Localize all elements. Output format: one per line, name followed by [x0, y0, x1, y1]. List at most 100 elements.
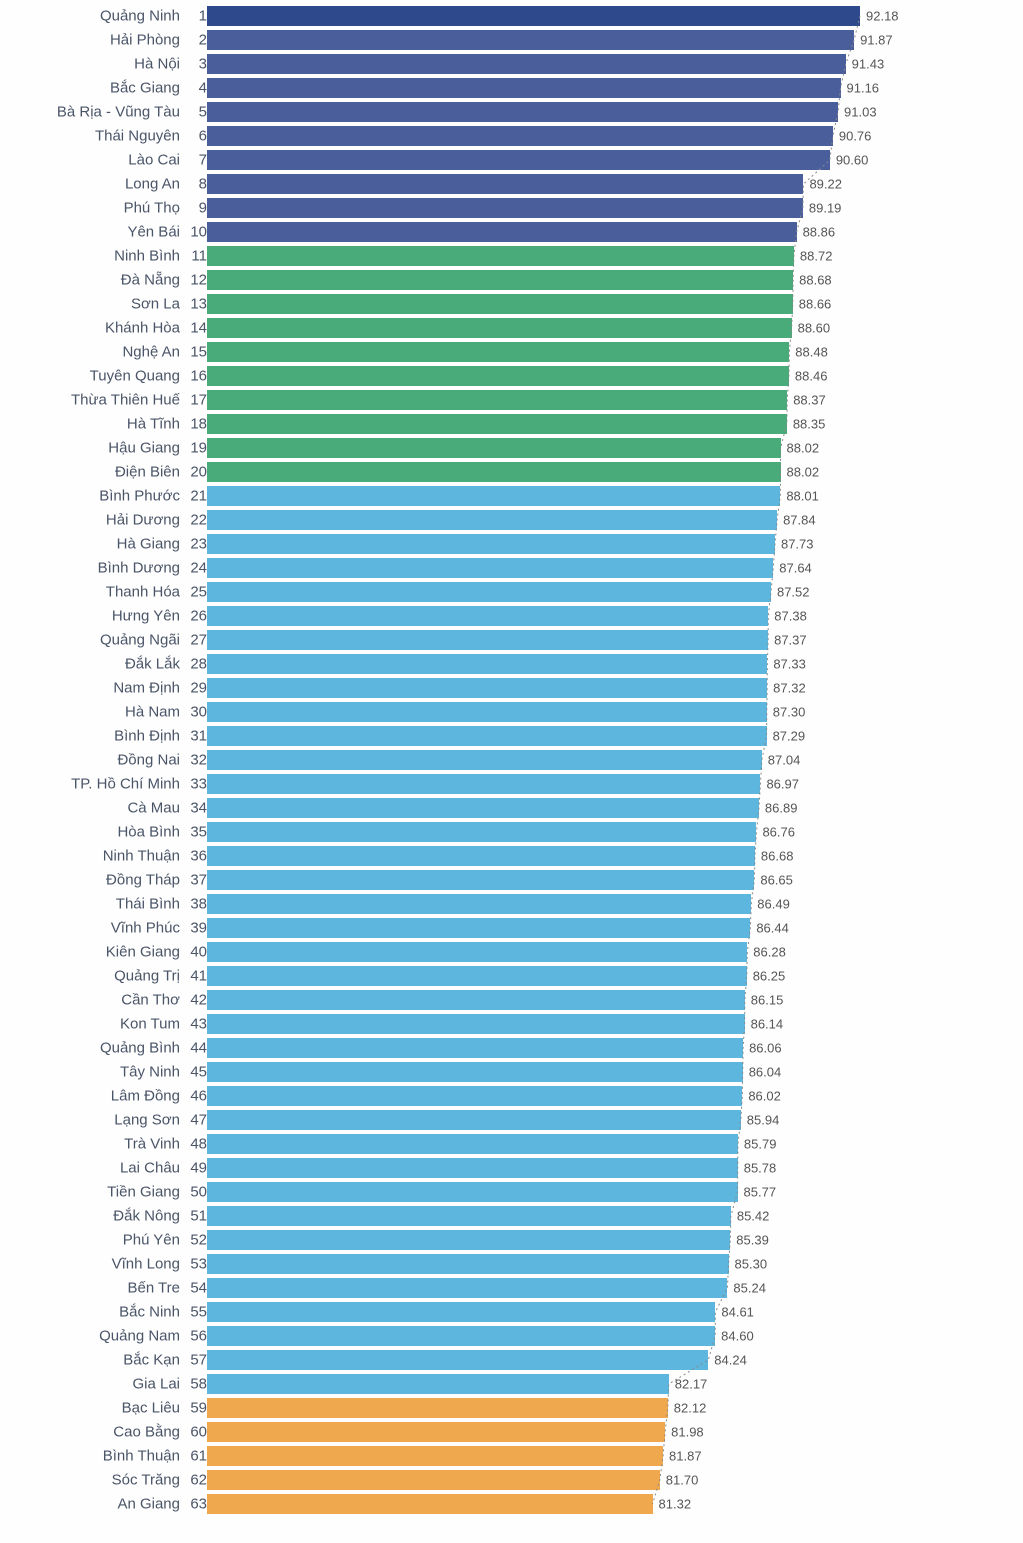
chart-row: Sóc Trăng6281.70 — [0, 1468, 1023, 1492]
chart-row: Thừa Thiên Huế1788.37 — [0, 388, 1023, 412]
chart-row: Hà Tĩnh1888.35 — [0, 412, 1023, 436]
row-value: 84.61 — [721, 1305, 754, 1320]
row-bar — [207, 702, 767, 722]
row-value: 82.12 — [674, 1401, 707, 1416]
row-rank: 57 — [190, 1352, 207, 1369]
row-rank: 48 — [190, 1136, 207, 1153]
row-rank: 16 — [190, 368, 207, 385]
row-bar — [207, 1158, 738, 1178]
row-value: 81.32 — [659, 1497, 692, 1512]
row-rank: 9 — [199, 200, 207, 217]
row-rank: 53 — [190, 1256, 207, 1273]
row-bar — [207, 1038, 743, 1058]
row-bar — [207, 1446, 663, 1466]
row-rank: 47 — [190, 1112, 207, 1129]
chart-row: Hậu Giang1988.02 — [0, 436, 1023, 460]
chart-row: Phú Thọ 9 89.19 — [0, 196, 1023, 220]
row-value: 87.37 — [774, 633, 807, 648]
row-bar — [207, 174, 803, 194]
row-label: Thừa Thiên Huế — [71, 392, 180, 409]
row-value: 87.30 — [773, 705, 806, 720]
row-bar — [207, 342, 789, 362]
row-value: 86.25 — [753, 969, 786, 984]
chart-row: Hà Giang2387.73 — [0, 532, 1023, 556]
row-bar — [207, 942, 747, 962]
row-rank: 42 — [190, 992, 207, 1009]
row-bar — [207, 1350, 708, 1370]
row-rank: 59 — [190, 1400, 207, 1417]
chart-row: Hà Nội391.43 — [0, 52, 1023, 76]
chart-row: Bình Dương2487.64 — [0, 556, 1023, 580]
row-bar — [207, 606, 768, 626]
row-rank: 21 — [190, 488, 207, 505]
row-bar — [207, 222, 797, 242]
chart-row: Quảng Bình4486.06 — [0, 1036, 1023, 1060]
row-bar — [207, 1110, 741, 1130]
row-bar — [207, 1422, 665, 1442]
row-label: Hà Nam — [125, 704, 180, 721]
row-bar — [207, 1206, 731, 1226]
row-label: Hà Giang — [117, 536, 180, 553]
chart-row: Thái Bình3886.49 — [0, 892, 1023, 916]
chart-row: Vĩnh Phúc3986.44 — [0, 916, 1023, 940]
row-label: Cần Thơ — [121, 992, 180, 1009]
row-rank: 45 — [190, 1064, 207, 1081]
row-value: 84.60 — [721, 1329, 754, 1344]
row-rank: 62 — [190, 1472, 207, 1489]
row-label: Gia Lai — [132, 1376, 180, 1393]
chart-row: Đồng Nai3287.04 — [0, 748, 1023, 772]
row-value: 87.64 — [779, 561, 812, 576]
row-value: 86.02 — [748, 1089, 781, 1104]
row-bar — [207, 678, 767, 698]
row-bar — [207, 1014, 745, 1034]
row-value: 86.89 — [765, 801, 798, 816]
chart-row: TP. Hồ Chí Minh3386.97 — [0, 772, 1023, 796]
chart-row: Điện Biên2088.02 — [0, 460, 1023, 484]
row-rank: 22 — [190, 512, 207, 529]
chart-row: Đắk Lắk2887.33 — [0, 652, 1023, 676]
row-label: Hà Nội — [134, 56, 180, 73]
row-value: 86.97 — [766, 777, 799, 792]
row-value: 88.66 — [799, 297, 832, 312]
chart-row: Lai Châu4985.78 — [0, 1156, 1023, 1180]
chart-row: Hưng Yên2687.38 — [0, 604, 1023, 628]
row-value: 86.68 — [761, 849, 794, 864]
row-rank: 14 — [190, 320, 207, 337]
row-rank: 30 — [190, 704, 207, 721]
row-bar — [207, 1326, 715, 1346]
chart-row: Trà Vinh4885.79 — [0, 1132, 1023, 1156]
row-bar — [207, 774, 760, 794]
row-bar — [207, 990, 745, 1010]
row-label: Quảng Ninh — [100, 8, 180, 25]
row-bar — [207, 1182, 738, 1202]
row-value: 88.02 — [787, 441, 820, 456]
row-value: 86.15 — [751, 993, 784, 1008]
row-label: Bắc Ninh — [119, 1304, 180, 1321]
row-value: 89.19 — [809, 201, 842, 216]
row-rank: 34 — [190, 800, 207, 817]
chart-row: Yên Bái1088.86 — [0, 220, 1023, 244]
row-rank: 2 — [199, 32, 207, 49]
row-label: Kiên Giang — [106, 944, 180, 961]
row-value: 88.86 — [803, 225, 836, 240]
row-value: 84.24 — [714, 1353, 747, 1368]
row-rank: 11 — [191, 248, 207, 265]
row-bar — [207, 1278, 727, 1298]
row-label: Đồng Tháp — [106, 872, 180, 889]
row-rank: 12 — [190, 272, 207, 289]
row-rank: 23 — [190, 536, 207, 553]
row-bar — [207, 1374, 669, 1394]
row-value: 87.29 — [773, 729, 806, 744]
row-rank: 5 — [199, 104, 207, 121]
row-label: Đắk Lắk — [125, 656, 180, 673]
row-rank: 46 — [190, 1088, 207, 1105]
row-bar — [207, 1302, 715, 1322]
row-value: 88.48 — [795, 345, 828, 360]
row-label: Phú Thọ — [124, 200, 180, 217]
row-label: Thanh Hóa — [106, 584, 180, 601]
row-value: 87.38 — [774, 609, 807, 624]
row-label: Quảng Ngãi — [100, 632, 180, 649]
row-rank: 10 — [190, 224, 207, 241]
row-bar — [207, 462, 781, 482]
chart-row: Thanh Hóa2587.52 — [0, 580, 1023, 604]
